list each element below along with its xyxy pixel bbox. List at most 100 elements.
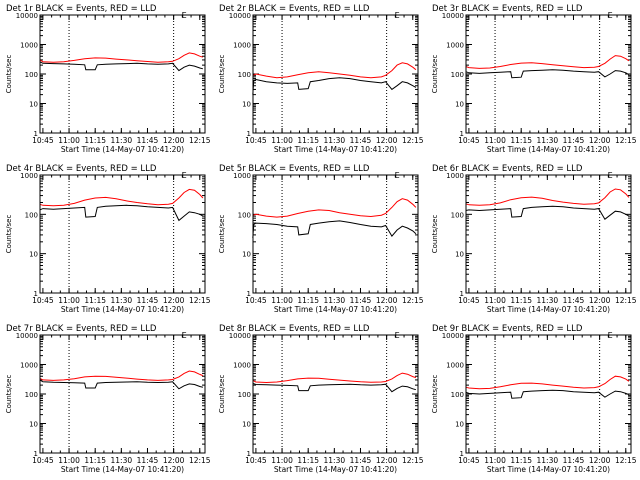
x-tick-label: 11:00 (58, 456, 80, 465)
x-tick-label: 12:00 (589, 296, 611, 305)
x-tick-label: 11:30 (537, 456, 559, 465)
x-tick-label: 11:30 (111, 136, 133, 145)
x-tick-label: 12:15 (189, 296, 211, 305)
x-axis-label: Start Time (14-May-07 10:41:20) (274, 465, 397, 474)
panel-title: Det 2r BLACK = Events, RED = LLD (219, 4, 370, 14)
lld-series-line (252, 62, 417, 79)
y-tick-label: 100 (451, 211, 464, 219)
events-series-line (252, 77, 417, 95)
x-tick-label: 10:45 (458, 296, 480, 305)
x-tick-label: 11:15 (84, 296, 106, 305)
plot-frame (465, 14, 632, 134)
y-tick-label: 1000 (20, 362, 38, 370)
panel-title: Det 7r BLACK = Events, RED = LLD (6, 324, 157, 334)
x-tick-label: 11:00 (271, 136, 293, 145)
y-tick-label: 100 (25, 211, 38, 219)
x-tick-label: 10:45 (32, 296, 54, 305)
y-tick-label: 1000 (233, 172, 251, 180)
x-tick-label: 11:15 (297, 456, 319, 465)
x-tick-label: 12:15 (189, 136, 211, 145)
y-tick-label: 1000 (233, 362, 251, 370)
plot-frame (252, 14, 419, 134)
x-tick-label: 12:00 (589, 456, 611, 465)
y-axis-label: Counts/sec (431, 55, 439, 94)
y-tick-label: 10 (242, 421, 251, 429)
x-tick-label: 10:45 (32, 456, 54, 465)
y-tick-label: 100 (451, 391, 464, 399)
x-tick-label: 11:15 (297, 136, 319, 145)
y-tick-label: 1000 (233, 42, 251, 50)
plot-frame (39, 14, 206, 134)
y-tick-label: 10 (29, 421, 38, 429)
lld-series-line (252, 198, 417, 218)
y-tick-label: 100 (451, 71, 464, 79)
x-axis-label: Start Time (14-May-07 10:41:20) (61, 145, 184, 154)
lld-series-line (39, 188, 204, 207)
panel-title: Det 6r BLACK = Events, RED = LLD (432, 164, 583, 174)
x-tick-label: 11:00 (271, 456, 293, 465)
x-tick-label: 11:15 (510, 296, 532, 305)
y-tick-label: 10 (29, 251, 38, 259)
x-tick-label: 11:00 (484, 136, 506, 145)
y-tick-label: 10 (29, 101, 38, 109)
detector-panel: Det 4r BLACK = Events, RED = LLDECounts/… (5, 164, 211, 314)
x-axis-label: Start Time (14-May-07 10:41:20) (487, 465, 610, 474)
x-axis-label: Start Time (14-May-07 10:41:20) (487, 305, 610, 314)
x-tick-label: 12:00 (376, 136, 398, 145)
x-tick-label: 10:45 (245, 456, 267, 465)
x-tick-label: 11:45 (350, 456, 372, 465)
x-tick-label: 11:30 (324, 296, 346, 305)
y-axis-label: Counts/sec (5, 375, 13, 414)
x-tick-label: 10:45 (458, 136, 480, 145)
x-tick-label: 11:00 (484, 296, 506, 305)
x-tick-label: 11:00 (58, 296, 80, 305)
x-tick-label: 12:15 (615, 456, 637, 465)
x-tick-label: 11:30 (111, 296, 133, 305)
y-axis-label: Counts/sec (431, 215, 439, 254)
x-tick-label: 12:00 (163, 136, 185, 145)
events-series-line (39, 379, 204, 390)
lld-series-line (465, 55, 630, 69)
y-tick-label: 1000 (446, 172, 464, 180)
events-series-line (39, 204, 204, 222)
x-tick-label: 12:15 (402, 456, 424, 465)
y-tick-label: 1 (34, 290, 38, 298)
x-tick-label: 11:30 (111, 456, 133, 465)
detector-panel: Det 2r BLACK = Events, RED = LLDECounts/… (218, 4, 424, 154)
panel-title: Det 4r BLACK = Events, RED = LLD (6, 164, 157, 174)
x-axis-label: Start Time (14-May-07 10:41:20) (487, 145, 610, 154)
x-tick-label: 11:15 (84, 136, 106, 145)
x-axis-label: Start Time (14-May-07 10:41:20) (274, 305, 397, 314)
y-tick-label: 10000 (229, 332, 251, 340)
x-tick-label: 11:30 (537, 296, 559, 305)
x-axis-label: Start Time (14-May-07 10:41:20) (61, 465, 184, 474)
plot-frame (39, 174, 206, 294)
detector-panel: Det 5r BLACK = Events, RED = LLDECounts/… (218, 164, 424, 314)
x-tick-label: 11:45 (563, 296, 585, 305)
plot-frame (465, 174, 632, 294)
x-tick-label: 11:30 (324, 136, 346, 145)
y-tick-label: 1 (460, 290, 464, 298)
events-series-line (465, 389, 630, 399)
y-tick-label: 10000 (229, 12, 251, 20)
x-tick-label: 10:45 (458, 456, 480, 465)
x-tick-label: 12:15 (615, 136, 637, 145)
plot-frame (252, 334, 419, 454)
detector-panel: Det 3r BLACK = Events, RED = LLDECounts/… (431, 4, 637, 154)
x-tick-label: 11:00 (484, 456, 506, 465)
y-axis-label: Counts/sec (218, 215, 226, 254)
panel-title: Det 3r BLACK = Events, RED = LLD (432, 4, 583, 14)
x-tick-label: 12:00 (376, 296, 398, 305)
detector-panel: Det 7r BLACK = Events, RED = LLDECounts/… (5, 324, 211, 474)
y-tick-label: 10000 (16, 12, 38, 20)
plot-frame (39, 334, 206, 454)
x-tick-label: 11:45 (137, 296, 159, 305)
x-tick-label: 11:15 (297, 296, 319, 305)
y-tick-label: 10 (242, 251, 251, 259)
plot-frame (252, 174, 419, 294)
detector-panel: Det 6r BLACK = Events, RED = LLDECounts/… (431, 164, 637, 314)
y-axis-label: Counts/sec (218, 55, 226, 94)
x-tick-label: 12:00 (163, 456, 185, 465)
x-tick-label: 12:15 (189, 456, 211, 465)
x-tick-label: 11:45 (563, 456, 585, 465)
